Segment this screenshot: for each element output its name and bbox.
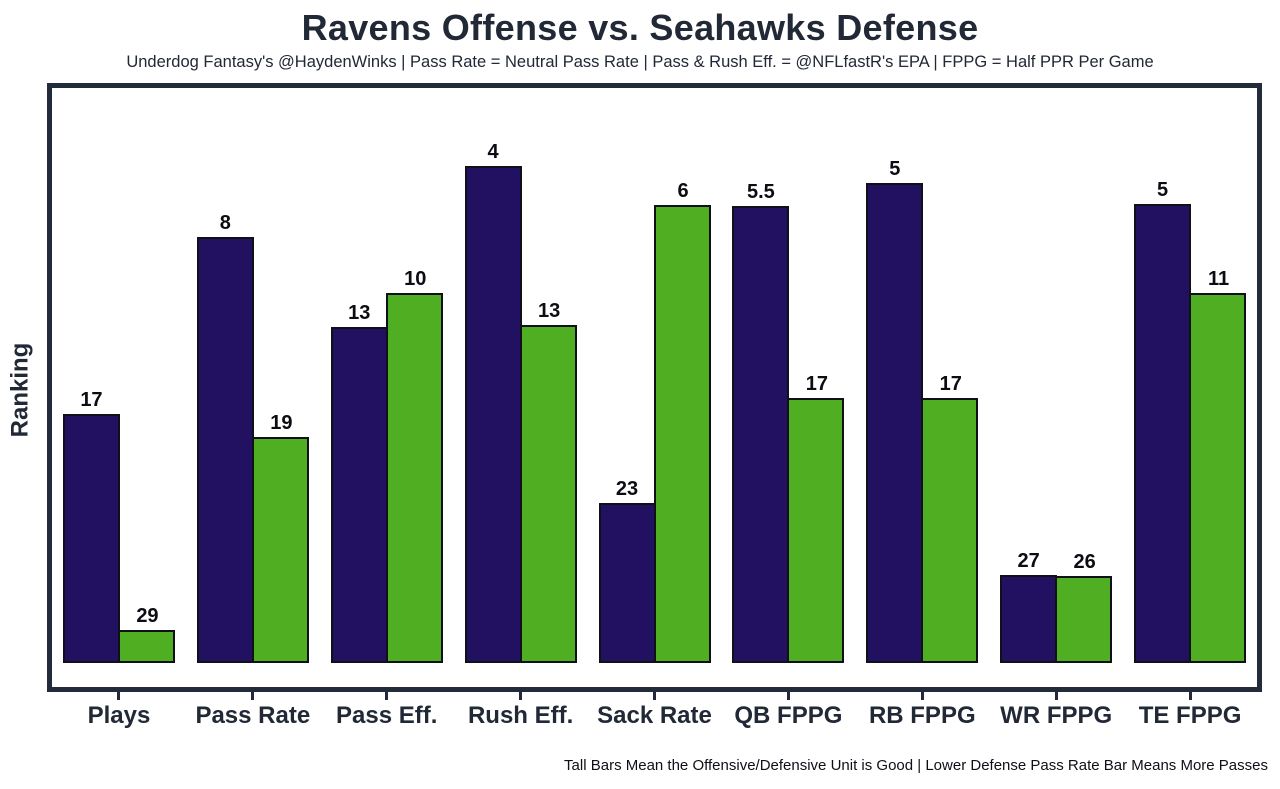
offense-bar-col: 13 — [330, 302, 388, 663]
offense-bar-value: 8 — [219, 212, 231, 234]
bar-group-rush-eff: 4 13 — [454, 142, 588, 663]
chart-subtitle: Underdog Fantasy's @HaydenWinks | Pass R… — [126, 53, 1154, 71]
defense-bar-value: 17 — [939, 373, 962, 395]
axis-tick — [653, 692, 656, 700]
x-axis-label: RB FPPG — [868, 702, 976, 729]
bar-group-te-fppg: 5 11 — [1123, 180, 1257, 663]
defense-bar-value: 29 — [136, 605, 159, 627]
x-axis-label: TE FPPG — [1138, 702, 1242, 729]
axis-tick — [1054, 692, 1058, 700]
x-axis-label: WR FPPG — [1000, 702, 1113, 729]
offense-bar — [196, 237, 254, 663]
offense-bar — [598, 503, 656, 663]
defense-bar-value: 11 — [1207, 268, 1230, 290]
defense-bar-col: 29 — [117, 605, 175, 663]
defense-bar — [519, 325, 577, 663]
offense-bar-col: 8 — [196, 212, 254, 663]
x-axis: Plays Pass Rate Pass Eff. Rush Eff. Sack… — [52, 692, 1257, 730]
defense-bar-col: 17 — [787, 373, 845, 663]
axis-tick — [519, 692, 523, 700]
offense-bar-col: 17 — [62, 389, 120, 663]
bar-group-sack-rate: 23 6 — [588, 181, 722, 663]
x-axis-label: Sack Rate — [597, 702, 712, 729]
defense-bar — [1055, 576, 1113, 663]
offense-bar-value: 23 — [615, 478, 639, 500]
bar-group-rb-fppg: 5 17 — [855, 159, 989, 663]
defense-bar-value: 19 — [270, 412, 293, 434]
x-axis-label: Pass Eff. — [336, 702, 438, 729]
bar-group-pass-eff: 13 10 — [320, 269, 454, 663]
defense-bar-col: 26 — [1055, 551, 1113, 663]
offense-bar-value: 5.5 — [746, 181, 775, 203]
defense-bar — [385, 293, 443, 663]
defense-bar — [787, 398, 845, 663]
plot-area: 17 29 8 19 13 10 — [47, 83, 1262, 692]
defense-bar-col: 13 — [519, 300, 577, 663]
x-axis-cell: Rush Eff. — [454, 692, 588, 730]
x-axis-cell: WR FPPG — [989, 692, 1123, 730]
offense-bar-value: 4 — [487, 141, 499, 163]
defense-bar — [251, 437, 309, 663]
defense-bar — [117, 630, 175, 663]
defense-bar-value: 17 — [805, 373, 829, 395]
offense-bar — [1000, 575, 1058, 663]
x-axis-cell: Pass Rate — [186, 692, 320, 730]
offense-bar-value: 5 — [889, 158, 901, 180]
axis-tick — [1188, 692, 1192, 700]
x-axis-cell: RB FPPG — [855, 692, 989, 730]
defense-bar-col: 6 — [653, 180, 711, 663]
axis-tick — [786, 692, 790, 700]
bar-group-plays: 17 29 — [52, 390, 186, 663]
defense-bar-col: 10 — [385, 268, 443, 663]
offense-bar — [1134, 204, 1192, 663]
defense-bar — [1189, 293, 1247, 663]
offense-bar-value: 13 — [348, 302, 371, 324]
x-axis-cell: TE FPPG — [1123, 692, 1257, 730]
defense-bar-col: 11 — [1189, 268, 1247, 663]
x-axis-label: Rush Eff. — [467, 702, 574, 729]
defense-bar — [921, 398, 979, 663]
bar-group-pass-rate: 8 19 — [186, 213, 320, 663]
x-axis-label: Pass Rate — [195, 702, 311, 729]
defense-bar — [653, 205, 711, 663]
defense-bar-value: 13 — [537, 300, 561, 322]
offense-bar-value: 5 — [1157, 179, 1169, 201]
axis-tick — [385, 692, 389, 700]
offense-bar-col: 27 — [1000, 550, 1058, 663]
axis-tick — [920, 692, 924, 700]
axis-tick — [117, 692, 121, 700]
x-axis-label: Plays — [87, 702, 151, 729]
x-axis-cell: Pass Eff. — [320, 692, 454, 730]
bars-row: 17 29 8 19 13 10 — [52, 142, 1257, 663]
offense-bar — [464, 166, 522, 663]
footer-note: Tall Bars Mean the Offensive/Defensive U… — [564, 757, 1268, 774]
offense-bar-col: 5.5 — [732, 181, 790, 663]
defense-bar-col: 19 — [251, 412, 309, 663]
y-axis-label: Ranking — [6, 342, 34, 438]
bar-group-wr-fppg: 27 26 — [989, 551, 1123, 663]
x-axis-cell: Plays — [52, 692, 186, 730]
offense-bar — [330, 327, 388, 663]
x-axis-label: QB FPPG — [734, 702, 843, 729]
offense-bar — [866, 183, 924, 663]
axis-tick — [251, 692, 255, 700]
offense-bar-value: 27 — [1017, 550, 1040, 572]
offense-bar-col: 23 — [598, 478, 656, 663]
chart-title: Ravens Offense vs. Seahawks Defense — [301, 7, 979, 48]
offense-bar-value: 17 — [80, 389, 103, 411]
x-axis-cell: Sack Rate — [588, 692, 722, 730]
defense-bar-value: 6 — [677, 180, 689, 202]
defense-bar-value: 26 — [1073, 551, 1096, 573]
bar-group-qb-fppg: 5.5 17 — [721, 182, 855, 663]
offense-bar — [62, 414, 120, 663]
offense-bar-col: 5 — [866, 158, 924, 663]
offense-bar-col: 5 — [1134, 179, 1192, 663]
offense-bar — [732, 206, 790, 663]
defense-bar-col: 17 — [921, 373, 979, 663]
offense-bar-col: 4 — [464, 141, 522, 663]
x-axis-cell: QB FPPG — [721, 692, 855, 730]
defense-bar-value: 10 — [404, 268, 427, 290]
